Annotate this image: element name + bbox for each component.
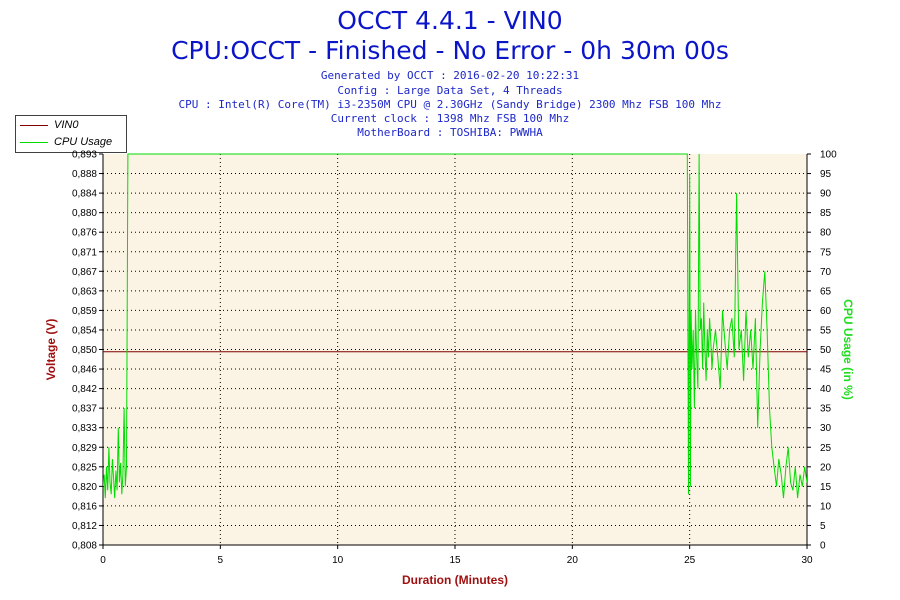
y-tick-label-right: 70 bbox=[820, 267, 832, 278]
y-tick-label-right: 100 bbox=[820, 150, 837, 161]
y-tick-label-right: 35 bbox=[820, 404, 832, 415]
y-tick-label-left: 0,833 bbox=[72, 423, 97, 434]
info-motherboard: MotherBoard : TOSHIBA: PWWHA bbox=[357, 126, 543, 139]
y-axis-title-left: Voltage (V) bbox=[44, 319, 58, 381]
x-tick-label: 15 bbox=[449, 555, 461, 566]
y-tick-label-left: 0,842 bbox=[72, 384, 97, 395]
y-tick-label-right: 95 bbox=[820, 169, 832, 180]
y-tick-label-right: 20 bbox=[820, 462, 832, 473]
y-tick-label-left: 0,880 bbox=[72, 208, 97, 219]
chart-title: OCCT 4.4.1 - VIN0 bbox=[337, 6, 563, 35]
y-tick-label-left: 0,850 bbox=[72, 345, 97, 356]
info-clock: Current clock : 1398 Mhz FSB 100 Mhz bbox=[330, 112, 570, 125]
legend-label-vin0: VIN0 bbox=[54, 119, 79, 131]
y-tick-label-right: 25 bbox=[820, 443, 832, 454]
y-tick-label-right: 60 bbox=[820, 306, 832, 317]
y-tick-label-right: 0 bbox=[820, 541, 826, 552]
y-tick-label-left: 0,863 bbox=[72, 286, 97, 297]
y-tick-label-right: 50 bbox=[820, 345, 832, 356]
y-tick-label-left: 0,871 bbox=[72, 247, 97, 258]
y-tick-label-left: 0,812 bbox=[72, 521, 97, 532]
y-tick-label-right: 40 bbox=[820, 384, 832, 395]
series-line-cpu-usage bbox=[103, 153, 807, 499]
y-tick-label-left: 0,820 bbox=[72, 482, 97, 493]
legend-label-cpu: CPU Usage bbox=[54, 136, 113, 148]
legend-item-cpu: CPU Usage bbox=[20, 135, 112, 149]
y-tick-label-right: 85 bbox=[820, 208, 832, 219]
y-axis-title-right: CPU Usage (in %) bbox=[841, 299, 855, 400]
info-config: Config : Large Data Set, 4 Threads bbox=[337, 84, 563, 97]
y-tick-label-right: 30 bbox=[820, 423, 832, 434]
y-tick-label-left: 0,893 bbox=[72, 150, 97, 161]
y-tick-label-right: 65 bbox=[820, 286, 832, 297]
y-tick-label-left: 0,846 bbox=[72, 365, 97, 376]
info-cpu: CPU : Intel(R) Core(TM) i3-2350M CPU @ 2… bbox=[178, 98, 722, 111]
x-axis-title: Duration (Minutes) bbox=[402, 573, 508, 587]
y-tick-label-left: 0,808 bbox=[72, 541, 97, 552]
x-tick-label: 25 bbox=[684, 555, 696, 566]
y-tick-label-left: 0,876 bbox=[72, 228, 97, 239]
y-tick-label-right: 55 bbox=[820, 325, 832, 336]
y-tick-label-right: 10 bbox=[820, 501, 832, 512]
x-tick-label: 10 bbox=[332, 555, 344, 566]
y-tick-label-left: 0,854 bbox=[72, 325, 97, 336]
y-tick-label-right: 45 bbox=[820, 365, 832, 376]
legend-item-vin0: VIN0 bbox=[20, 118, 78, 132]
x-tick-label: 30 bbox=[801, 555, 813, 566]
y-tick-label-right: 5 bbox=[820, 521, 826, 532]
y-tick-label-left: 0,888 bbox=[72, 169, 97, 180]
legend-swatch-cpu bbox=[20, 141, 48, 143]
chart-legend: VIN0 CPU Usage bbox=[15, 115, 127, 153]
y-tick-label-right: 15 bbox=[820, 482, 832, 493]
y-tick-label-left: 0,859 bbox=[72, 306, 97, 317]
y-tick-label-right: 80 bbox=[820, 228, 832, 239]
legend-swatch-vin0 bbox=[20, 124, 48, 126]
y-tick-label-right: 90 bbox=[820, 189, 832, 200]
x-tick-label: 0 bbox=[100, 555, 106, 566]
info-generated: Generated by OCCT : 2016-02-20 10:22:31 bbox=[320, 69, 580, 82]
y-tick-label-left: 0,867 bbox=[72, 267, 97, 278]
y-tick-label-right: 75 bbox=[820, 247, 832, 258]
x-tick-label: 5 bbox=[218, 555, 224, 566]
y-tick-label-left: 0,825 bbox=[72, 462, 97, 473]
y-tick-label-left: 0,884 bbox=[72, 189, 97, 200]
y-tick-label-left: 0,816 bbox=[72, 501, 97, 512]
x-tick-label: 20 bbox=[567, 555, 579, 566]
y-tick-label-left: 0,837 bbox=[72, 404, 97, 415]
chart-subtitle: CPU:OCCT - Finished - No Error - 0h 30m … bbox=[171, 36, 729, 65]
y-tick-label-left: 0,829 bbox=[72, 443, 97, 454]
